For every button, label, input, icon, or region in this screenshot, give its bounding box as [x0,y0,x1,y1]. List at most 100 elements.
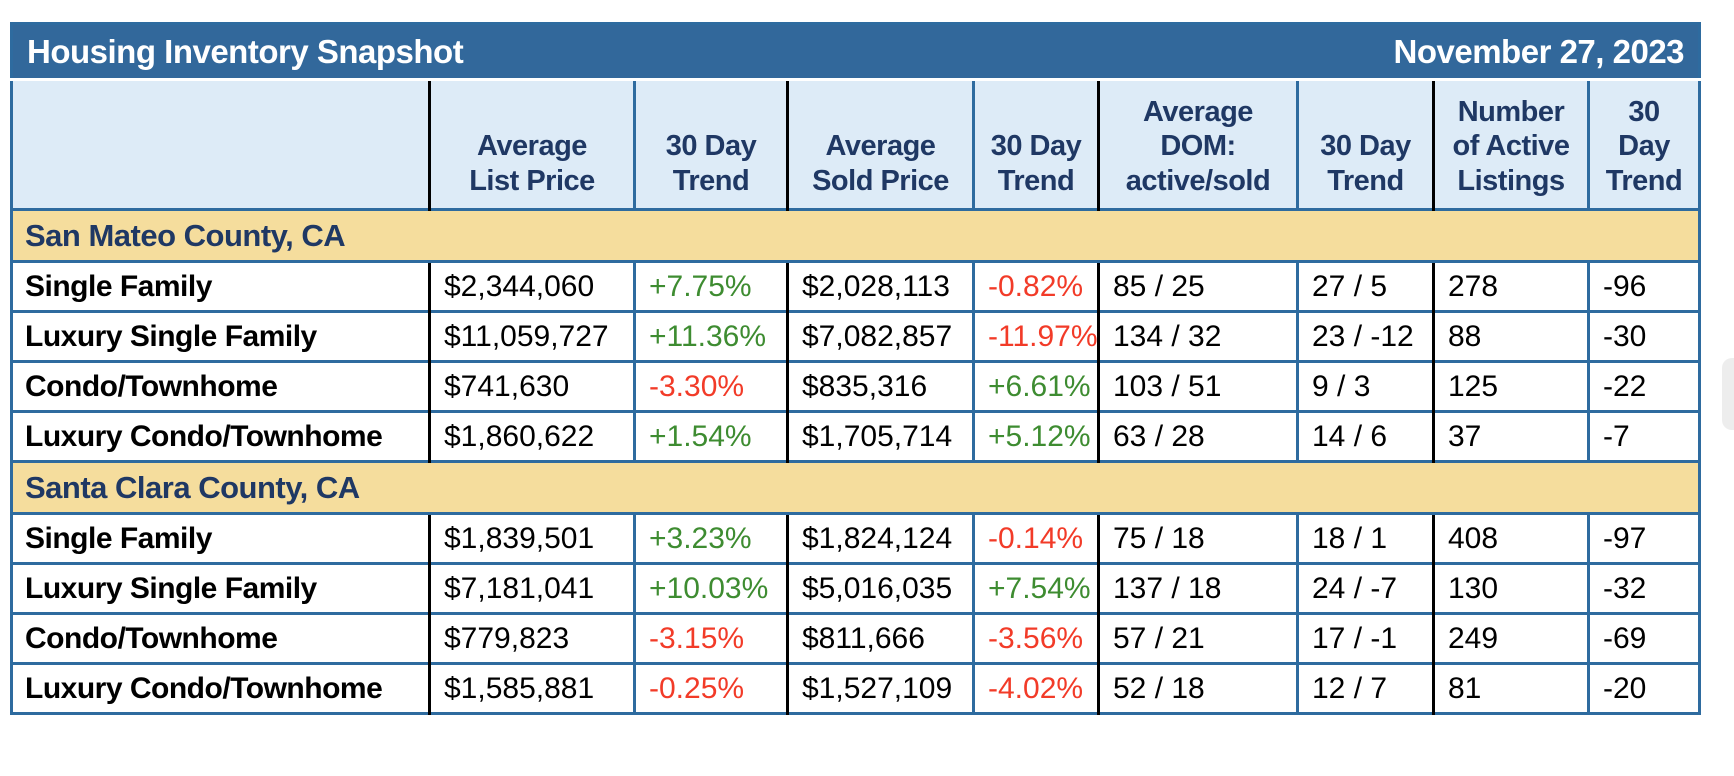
row-label: Luxury Condo/Townhome [11,662,430,714]
dom-trend-cell: 14 / 6 [1296,410,1434,462]
avg-sold-price-cell: $2,028,113 [786,260,974,312]
sold-trend-cell: -3.56% [972,612,1099,664]
col-header-dom-30day-trend: 30 Day Trend [1296,79,1434,210]
row-label: Single Family [11,512,430,564]
table-row: Luxury Condo/Townhome $1,585,881 -0.25% … [11,662,1700,714]
listings-trend-cell: -22 [1586,360,1700,412]
active-listings-cell: 130 [1432,562,1589,614]
dom-trend-cell: 12 / 7 [1296,662,1434,714]
listings-trend-cell: -32 [1586,562,1700,614]
avg-dom-cell: 63 / 28 [1097,410,1298,462]
listings-trend-cell: -96 [1586,260,1700,312]
list-trend-cell: +1.54% [633,410,788,462]
col-header-blank [11,79,430,210]
sold-trend-cell: +6.61% [972,360,1099,412]
sold-trend-cell: -11.97% [972,310,1099,362]
page-title: Housing Inventory Snapshot [27,32,464,70]
avg-dom-cell: 134 / 32 [1097,310,1298,362]
avg-list-price-cell: $1,585,881 [428,662,635,714]
col-header-avg-list-price: Average List Price [428,79,635,210]
active-listings-cell: 408 [1432,512,1589,564]
dom-trend-cell: 17 / -1 [1296,612,1434,664]
avg-dom-cell: 75 / 18 [1097,512,1298,564]
avg-list-price-cell: $1,839,501 [428,512,635,564]
active-listings-cell: 249 [1432,612,1589,664]
list-trend-cell: +10.03% [633,562,788,614]
avg-sold-price-cell: $811,666 [786,612,974,664]
report-date: November 27, 2023 [1393,32,1685,70]
avg-list-price-cell: $7,181,041 [428,562,635,614]
sold-trend-cell: -0.14% [972,512,1099,564]
avg-dom-cell: 85 / 25 [1097,260,1298,312]
avg-sold-price-cell: $7,082,857 [786,310,974,362]
title-bar: Housing Inventory Snapshot November 27, … [11,23,1700,81]
section-title: San Mateo County, CA [11,208,1700,263]
active-listings-cell: 37 [1432,410,1589,462]
sold-trend-cell: +5.12% [972,410,1099,462]
avg-dom-cell: 57 / 21 [1097,612,1298,664]
scrollbar-thumb[interactable] [1722,358,1734,430]
list-trend-cell: +11.36% [633,310,788,362]
avg-dom-cell: 52 / 18 [1097,662,1298,714]
column-header-row: Average List Price 30 Day Trend Average … [11,79,1700,210]
avg-list-price-cell: $2,344,060 [428,260,635,312]
table-row: Luxury Single Family $11,059,727 +11.36%… [11,310,1700,362]
listings-trend-cell: -7 [1586,410,1700,462]
list-trend-cell: +3.23% [633,512,788,564]
row-label: Condo/Townhome [11,360,430,412]
avg-dom-cell: 103 / 51 [1097,360,1298,412]
active-listings-cell: 81 [1432,662,1589,714]
col-header-sold-30day-trend: 30 Day Trend [972,79,1099,210]
listings-trend-cell: -20 [1586,662,1700,714]
active-listings-cell: 125 [1432,360,1589,412]
col-header-listings-30day-trend: 30 Day Trend [1586,79,1700,210]
avg-list-price-cell: $741,630 [428,360,635,412]
dom-trend-cell: 27 / 5 [1296,260,1434,312]
avg-sold-price-cell: $835,316 [786,360,974,412]
listings-trend-cell: -97 [1586,512,1700,564]
dom-trend-cell: 9 / 3 [1296,360,1434,412]
row-label: Luxury Single Family [11,562,430,614]
avg-dom-cell: 137 / 18 [1097,562,1298,614]
section-header-santa-clara: Santa Clara County, CA [11,460,1700,515]
avg-list-price-cell: $1,860,622 [428,410,635,462]
table-row: Luxury Condo/Townhome $1,860,622 +1.54% … [11,410,1700,462]
listings-trend-cell: -69 [1586,612,1700,664]
housing-inventory-table: Housing Inventory Snapshot November 27, … [10,22,1702,715]
row-label: Luxury Condo/Townhome [11,410,430,462]
section-title: Santa Clara County, CA [11,460,1700,515]
row-label: Condo/Townhome [11,612,430,664]
active-listings-cell: 88 [1432,310,1589,362]
list-trend-cell: -3.30% [633,360,788,412]
avg-sold-price-cell: $1,705,714 [786,410,974,462]
avg-list-price-cell: $779,823 [428,612,635,664]
table-row: Luxury Single Family $7,181,041 +10.03% … [11,562,1700,614]
avg-sold-price-cell: $1,527,109 [786,662,974,714]
dom-trend-cell: 18 / 1 [1296,512,1434,564]
avg-sold-price-cell: $1,824,124 [786,512,974,564]
col-header-avg-dom: Average DOM: active/sold [1097,79,1298,210]
table-row: Single Family $1,839,501 +3.23% $1,824,1… [11,512,1700,564]
sold-trend-cell: -0.82% [972,260,1099,312]
list-trend-cell: +7.75% [633,260,788,312]
sold-trend-cell: -4.02% [972,662,1099,714]
row-label: Luxury Single Family [11,310,430,362]
avg-sold-price-cell: $5,016,035 [786,562,974,614]
list-trend-cell: -0.25% [633,662,788,714]
sold-trend-cell: +7.54% [972,562,1099,614]
dom-trend-cell: 23 / -12 [1296,310,1434,362]
col-header-active-listings: Number of Active Listings [1432,79,1589,210]
table-row: Condo/Townhome $779,823 -3.15% $811,666 … [11,612,1700,664]
avg-list-price-cell: $11,059,727 [428,310,635,362]
col-header-list-30day-trend: 30 Day Trend [633,79,788,210]
section-header-san-mateo: San Mateo County, CA [11,208,1700,263]
table-row: Condo/Townhome $741,630 -3.30% $835,316 … [11,360,1700,412]
active-listings-cell: 278 [1432,260,1589,312]
row-label: Single Family [11,260,430,312]
table-row: Single Family $2,344,060 +7.75% $2,028,1… [11,260,1700,312]
listings-trend-cell: -30 [1586,310,1700,362]
dom-trend-cell: 24 / -7 [1296,562,1434,614]
col-header-avg-sold-price: Average Sold Price [786,79,974,210]
list-trend-cell: -3.15% [633,612,788,664]
